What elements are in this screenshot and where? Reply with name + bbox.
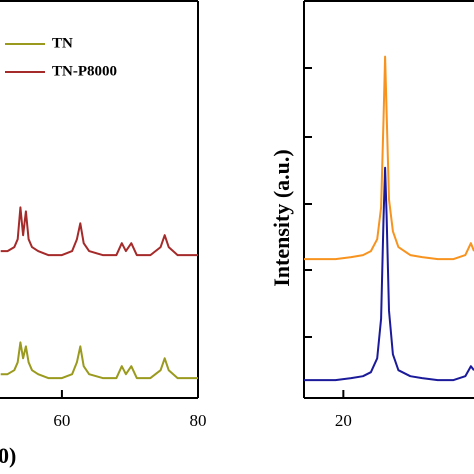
data-line [304,55,474,261]
x-tick-label: 80 [190,411,207,430]
x-tick-label: 20 [335,411,352,430]
x-tick-label: 60 [53,411,70,430]
data-line [0,341,198,380]
frame-left [0,0,199,399]
legend-label: TN-P8000 [52,63,117,79]
data-line [304,166,474,382]
data-line [0,206,198,257]
x-axis-title: 0) [0,443,16,468]
frame-right [303,0,474,399]
legend-label: TN [52,35,73,51]
y-axis-title: Intensity (a.u.) [269,149,294,287]
